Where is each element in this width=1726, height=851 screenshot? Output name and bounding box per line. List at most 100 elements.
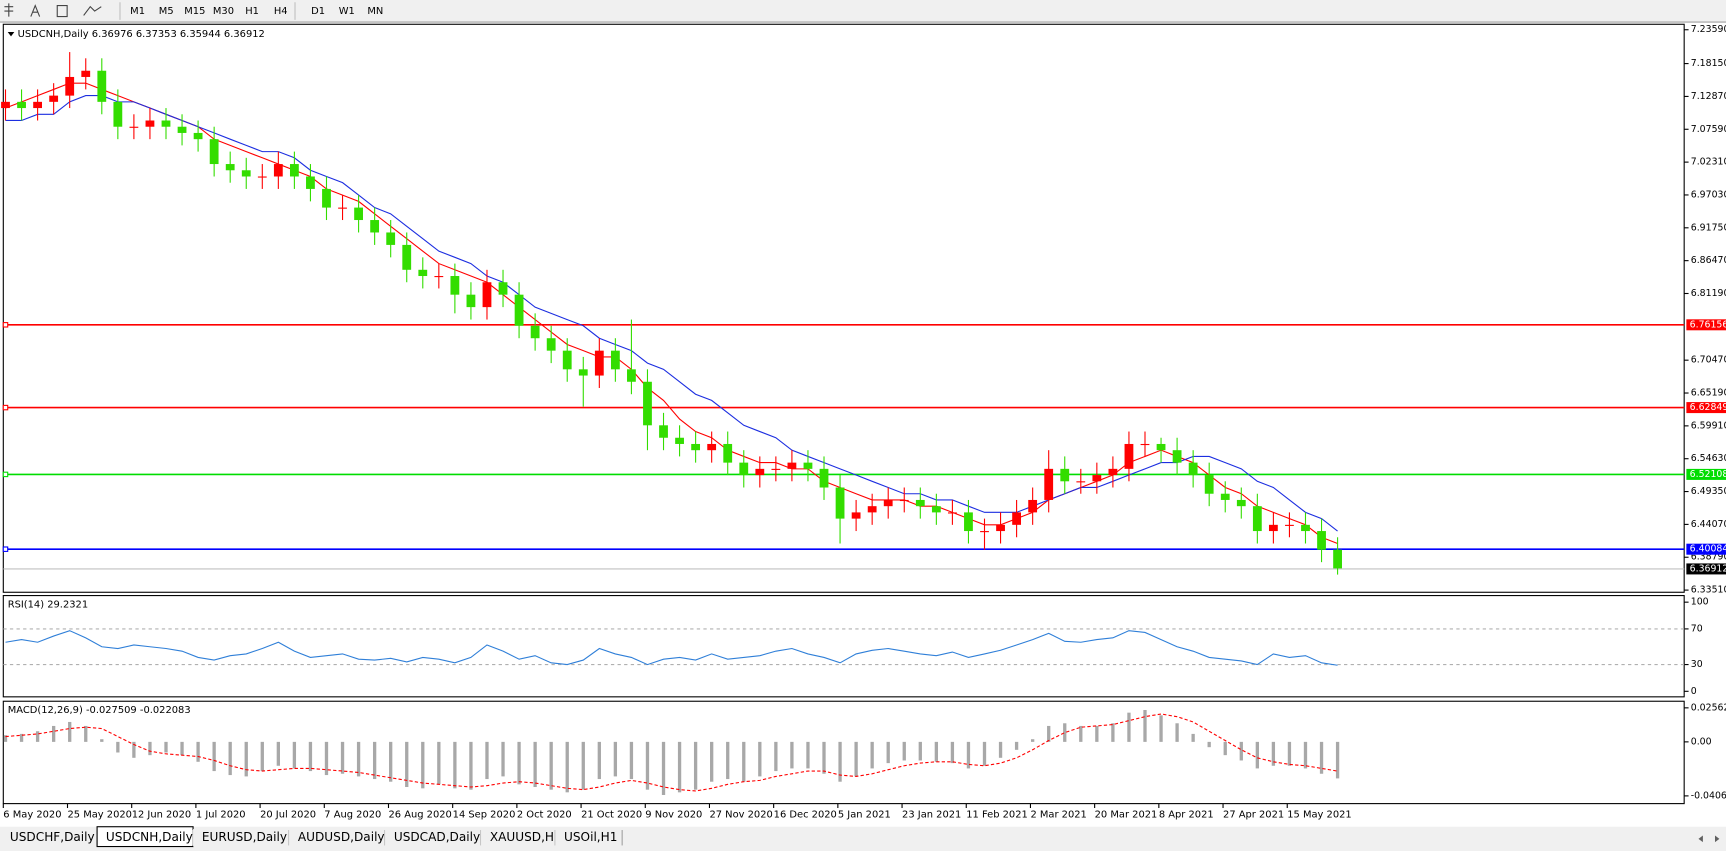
candle-body — [980, 531, 989, 533]
timeframe-button[interactable]: M30 — [213, 6, 234, 17]
timeframe-button[interactable]: M15 — [184, 6, 205, 17]
timeframe-button[interactable]: W1 — [339, 6, 355, 17]
candle-body — [1236, 499, 1246, 507]
y-tick-label: -0.040687 — [1691, 790, 1726, 801]
tab-label[interactable]: USDCAD,Daily — [394, 830, 480, 844]
level-handle — [2, 471, 9, 478]
tab-label[interactable]: USOil,H1 — [564, 830, 617, 844]
macd-bar — [1014, 741, 1019, 750]
macd-bar — [854, 741, 858, 777]
macd-bar — [372, 741, 377, 780]
candle-body — [273, 164, 283, 177]
candle-body — [755, 468, 765, 476]
macd-bar — [950, 741, 955, 764]
tab[interactable] — [481, 828, 556, 847]
tab[interactable] — [1, 828, 98, 847]
candle-body — [482, 282, 492, 308]
level-price-box — [1686, 402, 1726, 414]
macd-bar — [212, 741, 216, 772]
text-icon[interactable] — [30, 4, 41, 17]
candle-body — [835, 487, 845, 519]
timeframe-button[interactable]: M1 — [130, 6, 145, 17]
y-tick-label: 6.65190 — [1691, 388, 1726, 399]
tab-label[interactable]: USDCHF,Daily — [10, 830, 95, 844]
macd-pane-frame — [2, 700, 1685, 805]
macd-bar — [148, 741, 152, 756]
x-tick-label: 20 Jul 2020 — [260, 810, 316, 821]
candle-body — [322, 188, 331, 208]
toolbar-icons — [4, 2, 121, 20]
macd-bar — [774, 741, 778, 772]
x-tick-label: 21 Oct 2020 — [581, 810, 642, 821]
candle-body — [739, 462, 749, 476]
x-tick-label: 7 Aug 2020 — [324, 810, 381, 821]
timeframe-button[interactable]: H1 — [245, 6, 259, 17]
macd-bar — [180, 741, 184, 756]
tab[interactable] — [193, 828, 290, 847]
level-price-label: 6.76156 — [1690, 319, 1726, 330]
macd-bar — [469, 741, 473, 790]
tab-scroll-arrows[interactable] — [1698, 835, 1720, 843]
tab[interactable] — [289, 828, 386, 847]
candle-body — [787, 462, 797, 469]
level-price-box — [1686, 543, 1726, 555]
candle-body — [1076, 481, 1086, 483]
macd-bar — [437, 741, 441, 785]
label-icon[interactable] — [56, 5, 68, 18]
macd-bar — [1223, 741, 1227, 756]
y-tick-label: 6.38790 — [1691, 552, 1726, 563]
macd-bar — [629, 741, 634, 780]
macd-bar — [1079, 725, 1083, 742]
candle-body — [466, 294, 476, 308]
macd-bar — [52, 725, 56, 742]
candle-body — [883, 499, 893, 507]
macd-bar — [1335, 741, 1340, 779]
macd-bar — [308, 741, 313, 772]
candle-body — [450, 276, 460, 295]
tab-label[interactable]: EURUSD,Daily — [202, 830, 287, 844]
macd-bar — [998, 741, 1003, 758]
candle-body — [257, 176, 267, 178]
macd-bar — [1319, 741, 1324, 774]
macd-bar — [1143, 710, 1147, 742]
candle-body — [33, 101, 43, 109]
macd-bar — [934, 741, 939, 762]
macd-bar — [742, 741, 746, 782]
candle-body — [209, 139, 219, 165]
macd-bar — [677, 741, 682, 793]
tab-label[interactable]: XAUUSD,H1 — [490, 830, 562, 844]
rsi-line — [5, 630, 1338, 666]
candle-body — [241, 170, 251, 177]
candle-body — [177, 126, 187, 133]
timeframe-button[interactable]: D1 — [311, 6, 325, 17]
tab-label[interactable]: AUDUSD,Daily — [298, 830, 385, 844]
y-tick-label: 7.12870 — [1691, 91, 1726, 102]
macd-bar — [693, 741, 698, 790]
candle-body — [948, 512, 957, 514]
macd-bar — [726, 741, 730, 780]
candle-body — [306, 176, 315, 189]
tab-label[interactable]: USDCNH,Daily — [106, 830, 193, 844]
level-price-label: 6.40084 — [1690, 544, 1726, 555]
chart-header: USDCNH,Daily 6.36976 6.37353 6.35944 6.3… — [18, 29, 265, 40]
timeframe-button[interactable]: M5 — [159, 6, 174, 17]
y-tick-label: 6.70470 — [1691, 355, 1726, 366]
macd-bar — [84, 725, 88, 742]
macd-bar — [35, 731, 40, 742]
tab[interactable] — [385, 828, 482, 847]
candle-body — [1, 101, 10, 109]
macd-bar — [838, 741, 842, 782]
y-tick-label: 6.91750 — [1691, 222, 1726, 233]
macd-bar — [292, 741, 297, 769]
macd-bar — [533, 741, 537, 788]
candle-body — [819, 468, 829, 488]
candle-body — [434, 276, 444, 278]
candle-body — [1012, 512, 1022, 525]
tab[interactable] — [555, 828, 623, 847]
shapes-icon[interactable] — [83, 5, 102, 16]
macd-bar — [597, 741, 601, 780]
timeframe-button[interactable]: MN — [367, 6, 383, 17]
timeframe-button[interactable]: H4 — [274, 6, 288, 17]
crosshair-icon — [4, 3, 14, 17]
